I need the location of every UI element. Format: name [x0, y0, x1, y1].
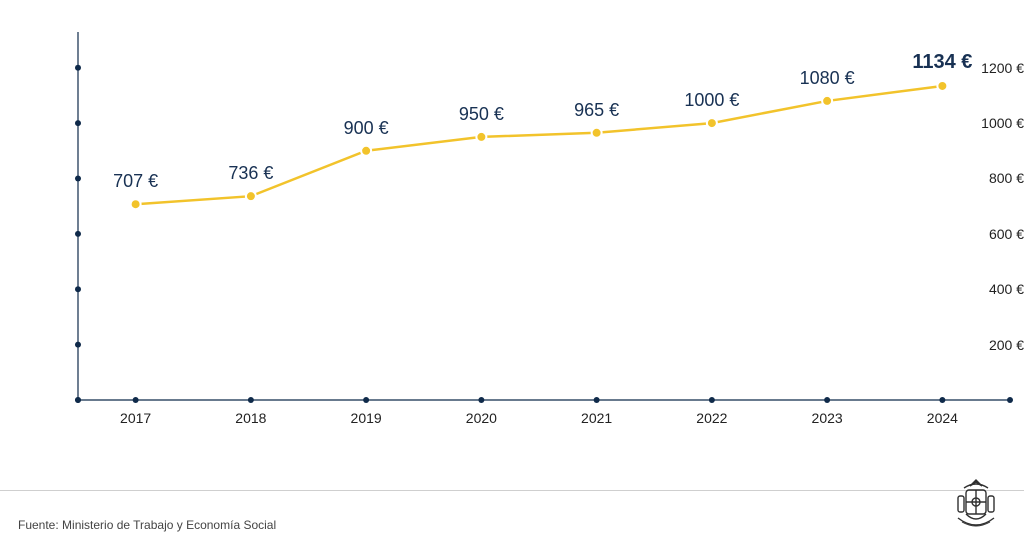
data-label: 736 €	[228, 163, 273, 184]
x-tick-label: 2019	[351, 410, 382, 426]
x-tick-label: 2022	[696, 410, 727, 426]
x-tick-label: 2018	[235, 410, 266, 426]
line-chart	[0, 0, 1024, 480]
chart-container: 200 €400 €600 €800 €1000 €1200 € 2017201…	[0, 0, 1024, 480]
x-tick-label: 2020	[466, 410, 497, 426]
data-label: 1080 €	[800, 68, 855, 89]
coat-of-arms-icon	[944, 474, 1008, 538]
x-tick-label: 2017	[120, 410, 151, 426]
data-label: 900 €	[344, 118, 389, 139]
x-tick-label: 2024	[927, 410, 958, 426]
data-label: 965 €	[574, 100, 619, 121]
y-tick-label: 1000 €	[958, 115, 1024, 131]
x-tick-label: 2023	[812, 410, 843, 426]
y-tick-label: 800 €	[958, 170, 1024, 186]
data-label-final: 1134 €	[912, 51, 972, 74]
data-label: 1000 €	[684, 90, 739, 111]
y-tick-label: 400 €	[958, 281, 1024, 297]
data-label: 950 €	[459, 104, 504, 125]
footer-divider	[0, 490, 1024, 491]
data-label: 707 €	[113, 171, 158, 192]
y-tick-label: 200 €	[958, 337, 1024, 353]
source-caption: Fuente: Ministerio de Trabajo y Economía…	[18, 518, 276, 532]
y-tick-label: 600 €	[958, 226, 1024, 242]
x-tick-label: 2021	[581, 410, 612, 426]
